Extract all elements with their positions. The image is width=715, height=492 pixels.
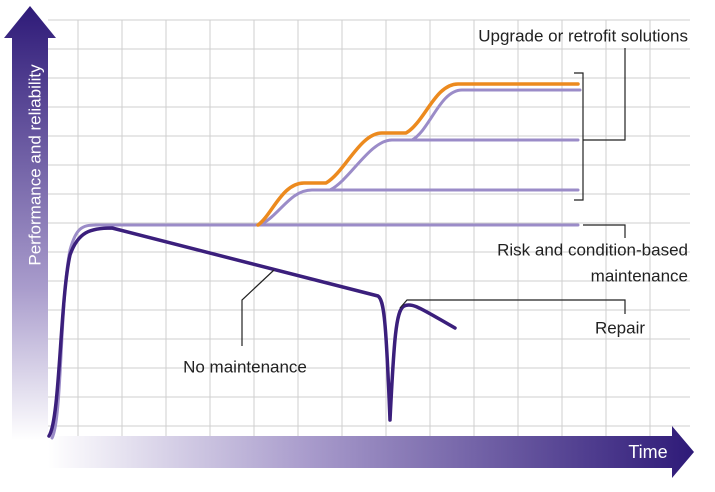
repair-leader: [399, 299, 626, 314]
no-maintenance-leader: [241, 269, 275, 346]
upgrade-bracket: [574, 48, 626, 201]
risk-label: maintenance: [591, 266, 688, 285]
upgrade-curve: [258, 88, 582, 227]
grid: [48, 19, 690, 436]
y-axis-label: Performance and reliability: [25, 64, 44, 266]
x-axis-arrow: [48, 426, 694, 478]
no-maintenance-curve: [47, 226, 457, 438]
upgrade-label: Upgrade or retrofit solutions: [478, 26, 688, 45]
no-maintenance-label: No maintenance: [183, 357, 307, 376]
risk-leader: [583, 224, 626, 238]
risk-label: Risk and condition-based: [497, 240, 688, 259]
retrofit-curve: [256, 82, 580, 227]
repair-label: Repair: [595, 318, 645, 337]
y-axis-arrow: [4, 6, 56, 440]
upgrade-branches: [328, 138, 580, 192]
x-axis-label: Time: [628, 442, 667, 462]
